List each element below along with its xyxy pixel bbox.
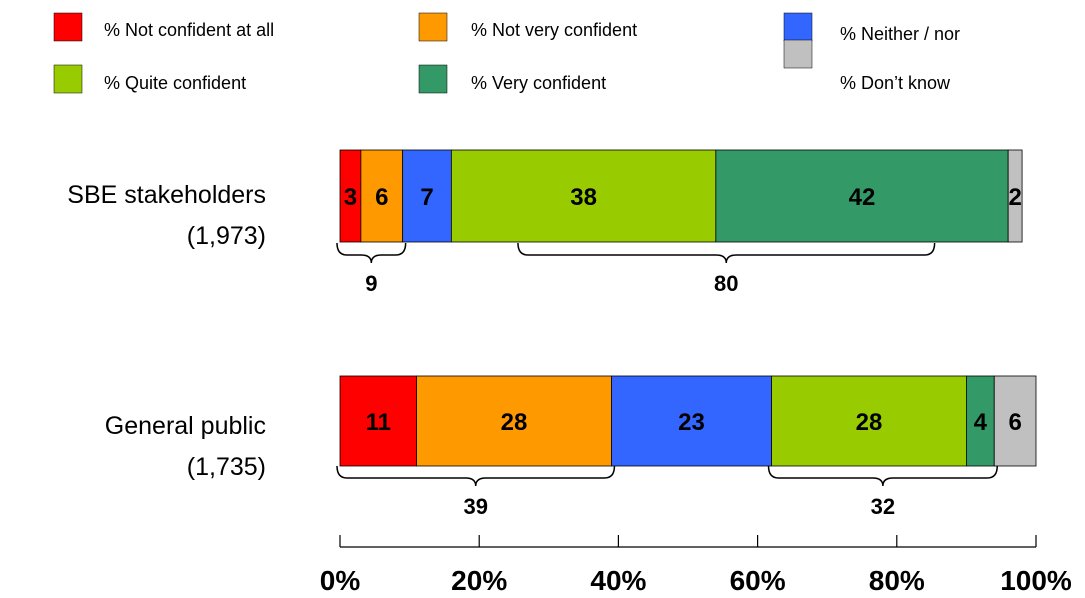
x-tick-label: 20% (451, 565, 507, 596)
legend-swatch-not-very (418, 12, 448, 42)
legend-swatch-very (418, 64, 448, 94)
legend-label-dont-know: % Don’t know (840, 73, 951, 93)
legend-label-quite: % Quite confident (104, 73, 246, 93)
bar-segment-neither (611, 375, 772, 467)
segment-value-label: 3 (344, 184, 357, 211)
brace-total-label: 32 (871, 494, 895, 519)
brace-total-label: 9 (365, 271, 377, 296)
brace (336, 465, 616, 487)
legend-swatch-neither (783, 12, 813, 42)
legend-label-not-very: % Not very confident (471, 20, 637, 40)
brace-total-label: 80 (714, 271, 738, 296)
legend-label-not-confident: % Not confident at all (104, 20, 274, 40)
legend-swatch-quite (53, 64, 83, 94)
bar-segment-very (966, 375, 995, 467)
segment-value-label: 28 (856, 409, 883, 436)
legend-swatch-dont-know (783, 39, 813, 69)
bar-segment-neither (402, 149, 452, 243)
segment-value-label: 6 (375, 184, 388, 211)
row-count: (1,735) (187, 453, 266, 481)
legend-label-neither: % Neither / nor (840, 24, 960, 44)
segment-value-label: 11 (366, 409, 391, 436)
x-tick-label: 80% (869, 565, 925, 596)
x-tick-label: 100% (1000, 565, 1072, 596)
segment-value-label: 6 (1008, 409, 1021, 436)
segment-value-label: 7 (420, 184, 433, 211)
segment-value-label: 23 (678, 409, 705, 436)
brace (336, 242, 407, 264)
x-tick-label: 0% (320, 565, 361, 596)
row-label: SBE stakeholders (67, 181, 266, 209)
legend-label-very: % Very confident (471, 73, 606, 93)
bar-segment-quite (450, 149, 717, 243)
row-label: General public (105, 412, 266, 440)
segment-value-label: 38 (570, 184, 597, 211)
bar-segment-dont-know (993, 375, 1037, 467)
bar-segment-not-very (416, 375, 612, 467)
brace-total-label: 39 (463, 494, 487, 519)
segment-value-label: 2 (1008, 184, 1021, 211)
row-count: (1,973) (187, 222, 266, 250)
legend-swatch-not-confident (53, 12, 83, 42)
bar-segment-very (715, 149, 1009, 243)
x-tick-label: 60% (730, 565, 786, 596)
bar-segment-dont-know (1007, 149, 1023, 243)
segment-value-label: 28 (501, 409, 528, 436)
x-tick-label: 40% (590, 565, 646, 596)
segment-value-label: 42 (849, 184, 876, 211)
segment-value-label: 4 (974, 409, 988, 436)
brace (517, 242, 936, 264)
bar-segment-not-confident (339, 375, 417, 467)
brace (767, 465, 998, 487)
